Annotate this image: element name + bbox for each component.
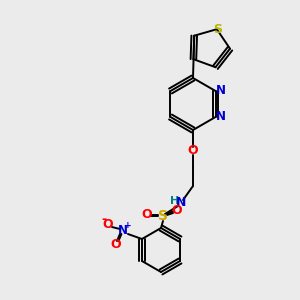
Text: O: O — [188, 143, 198, 157]
Text: +: + — [124, 221, 132, 230]
Text: N: N — [215, 110, 226, 124]
Text: N: N — [118, 224, 128, 238]
Text: N: N — [176, 196, 186, 208]
Text: O: O — [172, 205, 182, 218]
Text: O: O — [142, 208, 152, 221]
Text: N: N — [215, 85, 226, 98]
Text: O: O — [111, 238, 121, 251]
Text: O: O — [103, 218, 113, 232]
Text: -: - — [101, 212, 106, 226]
Text: H: H — [170, 196, 180, 206]
Text: S: S — [158, 209, 168, 223]
Text: S: S — [213, 23, 222, 36]
